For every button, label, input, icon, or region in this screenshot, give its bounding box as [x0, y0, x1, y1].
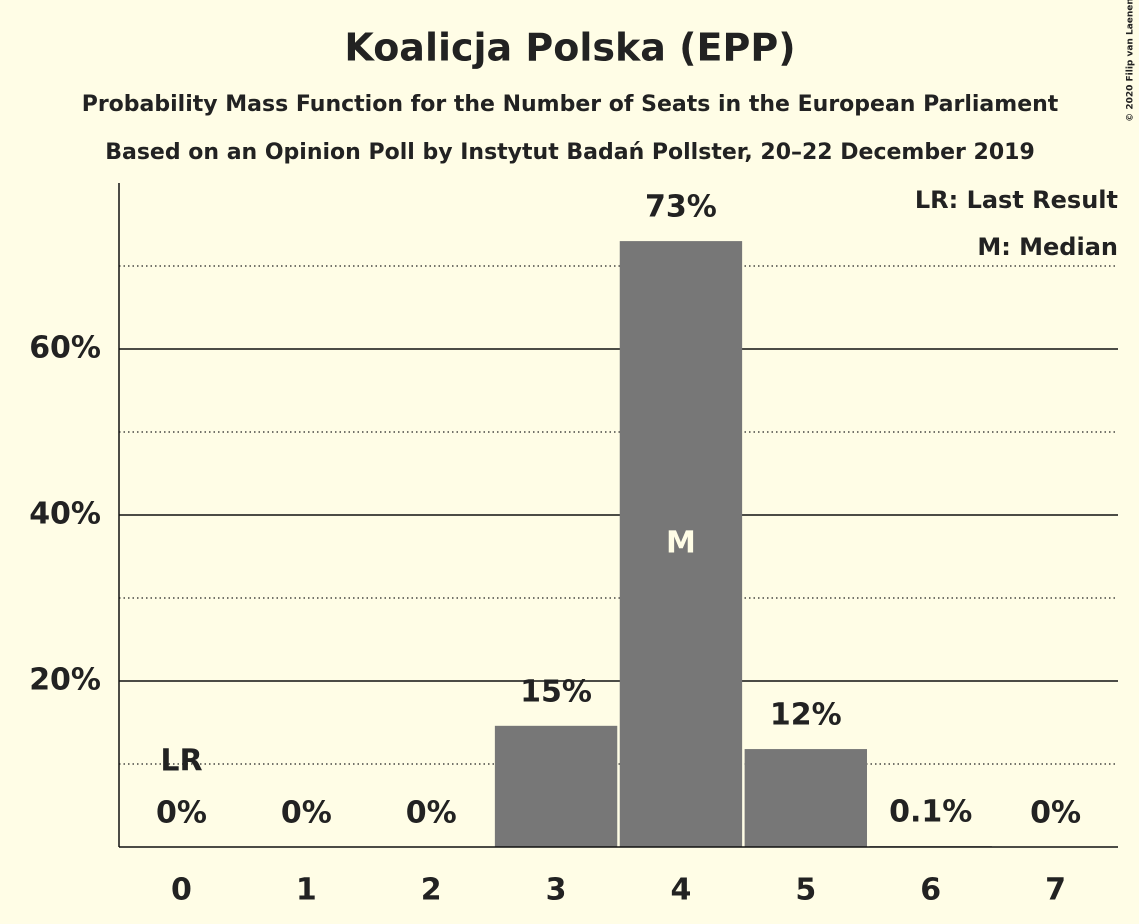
- data-label: 12%: [770, 698, 842, 733]
- x-tick-label: 6: [920, 873, 941, 908]
- bar: [744, 749, 868, 847]
- data-label: 73%: [645, 190, 717, 225]
- x-tick-label: 7: [1045, 873, 1066, 908]
- chart-subtitle: Probability Mass Function for the Number…: [82, 92, 1059, 117]
- y-tick-label: 40%: [29, 497, 101, 532]
- data-label: 0%: [1030, 796, 1081, 831]
- y-tick-label: 60%: [29, 331, 101, 366]
- x-tick-label: 0: [171, 873, 192, 908]
- legend-entry: LR: Last Result: [915, 186, 1118, 214]
- median-marker: M: [666, 526, 696, 561]
- bar: [619, 241, 743, 848]
- data-label: 0%: [156, 796, 207, 831]
- data-label: 0.1%: [889, 795, 972, 830]
- x-tick-label: 2: [421, 873, 442, 908]
- last-result-marker: LR: [160, 744, 202, 779]
- data-label: 15%: [520, 674, 592, 709]
- chart-subtitle: Based on an Opinion Poll by Instytut Bad…: [105, 140, 1035, 165]
- x-tick-label: 1: [296, 873, 317, 908]
- x-tick-label: 3: [546, 873, 567, 908]
- legend-entry: M: Median: [977, 233, 1118, 261]
- copyright: © 2020 Filip van Laenen: [1126, 0, 1136, 122]
- x-tick-label: 5: [795, 873, 816, 908]
- x-tick-label: 4: [671, 873, 692, 908]
- bar: [494, 725, 618, 847]
- data-label: 0%: [406, 796, 457, 831]
- chart-title: Koalicja Polska (EPP): [344, 26, 795, 70]
- data-label: 0%: [281, 796, 332, 831]
- y-tick-label: 20%: [29, 663, 101, 698]
